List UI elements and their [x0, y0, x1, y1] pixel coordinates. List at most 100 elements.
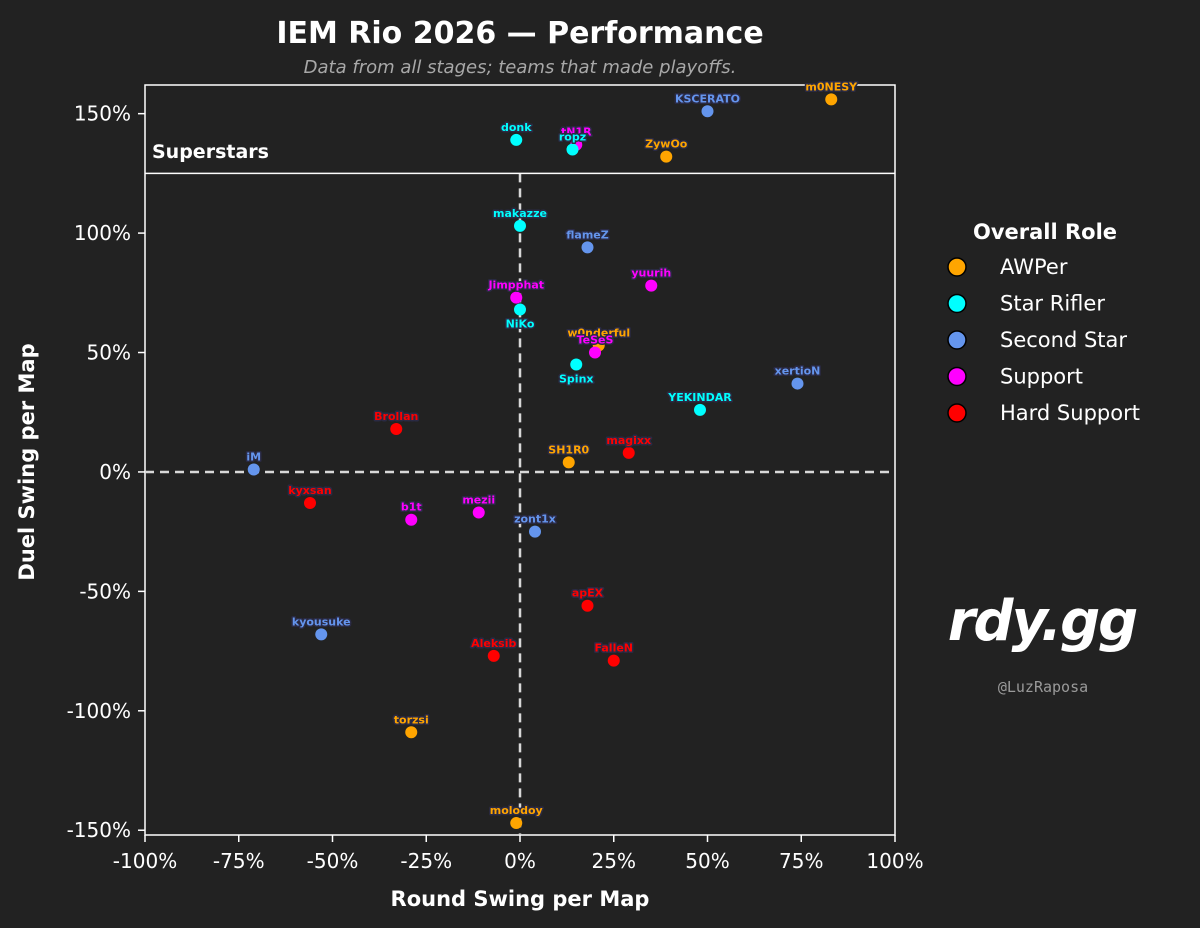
- author-handle: @LuzRaposa: [998, 678, 1088, 696]
- data-points: m0NESY KSCERATO tN1R donk ropz ZywOo makazze fl…: [245, 79, 860, 830]
- data-point: zont1x: [513, 511, 557, 538]
- point-label: flameZ: [566, 228, 608, 241]
- superstars-region: Superstars: [145, 141, 895, 175]
- zero-lines: [145, 173, 895, 835]
- data-point: magixx: [605, 432, 653, 459]
- point-label: ropz: [559, 130, 586, 143]
- legend-label: Hard Support: [1000, 401, 1140, 425]
- data-point: ropz: [557, 129, 588, 156]
- y-tick-label: -100%: [67, 699, 131, 723]
- point-marker: [472, 506, 485, 519]
- data-point: KSCERATO: [673, 91, 742, 118]
- data-point: makazze: [492, 205, 548, 232]
- data-point: tN1R: [559, 124, 594, 151]
- point-marker: [510, 133, 523, 146]
- point-label: KSCERATO: [675, 92, 740, 105]
- x-tick-label: -50%: [307, 849, 359, 873]
- point-marker: [529, 525, 541, 538]
- point-label: apEX: [572, 587, 604, 600]
- point-marker: [694, 403, 706, 416]
- y-tick-label: 0%: [99, 460, 131, 484]
- y-tick-label: 100%: [74, 221, 131, 245]
- point-label: ZywOo: [645, 138, 688, 151]
- point-label: donk: [501, 121, 532, 134]
- data-point: TeSeS: [575, 332, 615, 359]
- point-label: torzsi: [394, 713, 429, 726]
- data-point: kyousuke: [290, 614, 352, 641]
- y-tick-label: 50%: [87, 341, 131, 365]
- point-label: makazze: [493, 207, 547, 220]
- data-point: Spinx: [558, 358, 595, 387]
- x-axis-ticks: -100% -75% -50% -25% 0% 25% 50% 75% 100%: [113, 835, 924, 873]
- point-label: b1t: [401, 501, 422, 514]
- legend-marker: [947, 330, 967, 350]
- data-point: NiKo: [504, 303, 536, 332]
- legend-item: AWPer: [947, 255, 1068, 279]
- legend-label: Second Star: [1000, 328, 1127, 352]
- point-label: molodoy: [490, 804, 543, 817]
- data-point: b1t: [399, 499, 423, 526]
- point-marker: [701, 105, 714, 118]
- point-marker: [825, 93, 838, 106]
- point-label: xertioN: [775, 365, 821, 378]
- x-tick-label: 25%: [592, 849, 636, 873]
- chart-title: IEM Rio 2026 — Performance: [276, 16, 763, 51]
- legend: Overall Role AWPer Star Rifler Second Star…: [947, 220, 1140, 425]
- point-label: Aleksib: [471, 637, 516, 650]
- x-tick-label: -25%: [400, 849, 452, 873]
- point-label: FalleN: [595, 642, 634, 655]
- point-marker: [514, 303, 526, 316]
- point-marker: [570, 358, 583, 371]
- point-label: magixx: [606, 434, 651, 447]
- data-point: iM: [245, 449, 263, 476]
- legend-marker: [947, 293, 967, 314]
- point-marker: [581, 241, 594, 254]
- data-point: apEX: [570, 585, 605, 612]
- y-axis-label: Duel Swing per Map: [15, 343, 39, 580]
- point-label: NiKo: [506, 318, 535, 331]
- legend-item: Hard Support: [947, 401, 1140, 425]
- x-tick-label: 0%: [504, 849, 536, 873]
- y-axis-ticks: -150% -100% -50% 0% 50% 100% 150%: [67, 102, 145, 842]
- data-point: Brollan: [373, 408, 420, 435]
- point-marker: [514, 219, 526, 232]
- region-label: Superstars: [152, 141, 269, 163]
- data-point: w0nderful: [566, 325, 632, 352]
- x-tick-label: -100%: [113, 849, 177, 873]
- legend-item: Second Star: [947, 328, 1127, 352]
- point-label: w0nderful: [567, 326, 630, 339]
- y-tick-label: -150%: [67, 818, 131, 842]
- data-point: SH1R0: [547, 442, 591, 469]
- point-marker: [247, 463, 260, 476]
- chart-subtitle: Data from all stages; teams that made pl…: [304, 57, 737, 78]
- data-point: YEKINDAR: [666, 389, 734, 416]
- point-label: YEKINDAR: [667, 391, 732, 404]
- data-point: Jimpphat: [486, 277, 546, 304]
- point-label: SH1R0: [548, 443, 589, 456]
- point-marker: [304, 496, 316, 509]
- data-point: yuurih: [630, 265, 673, 292]
- data-point: torzsi: [392, 712, 430, 739]
- point-marker: [315, 628, 328, 641]
- point-marker: [562, 456, 575, 469]
- point-marker: [791, 377, 804, 390]
- point-marker: [622, 446, 635, 459]
- point-label: Jimpphat: [487, 279, 544, 292]
- legend-label: Support: [1000, 365, 1083, 389]
- legend-marker: [947, 257, 967, 277]
- point-marker: [645, 279, 658, 292]
- point-marker: [405, 726, 418, 739]
- data-point: molodoy: [488, 803, 544, 830]
- point-marker: [581, 599, 594, 612]
- data-point: flameZ: [565, 227, 610, 254]
- legend-marker: [947, 366, 967, 387]
- data-point: mezii: [461, 492, 497, 519]
- data-point: xertioN: [773, 363, 822, 390]
- point-marker: [390, 422, 403, 435]
- point-label: Spinx: [559, 372, 594, 385]
- point-label: iM: [246, 451, 261, 464]
- legend-item: Support: [947, 365, 1083, 389]
- point-label: kyousuke: [292, 615, 351, 628]
- legend-title: Overall Role: [973, 220, 1117, 244]
